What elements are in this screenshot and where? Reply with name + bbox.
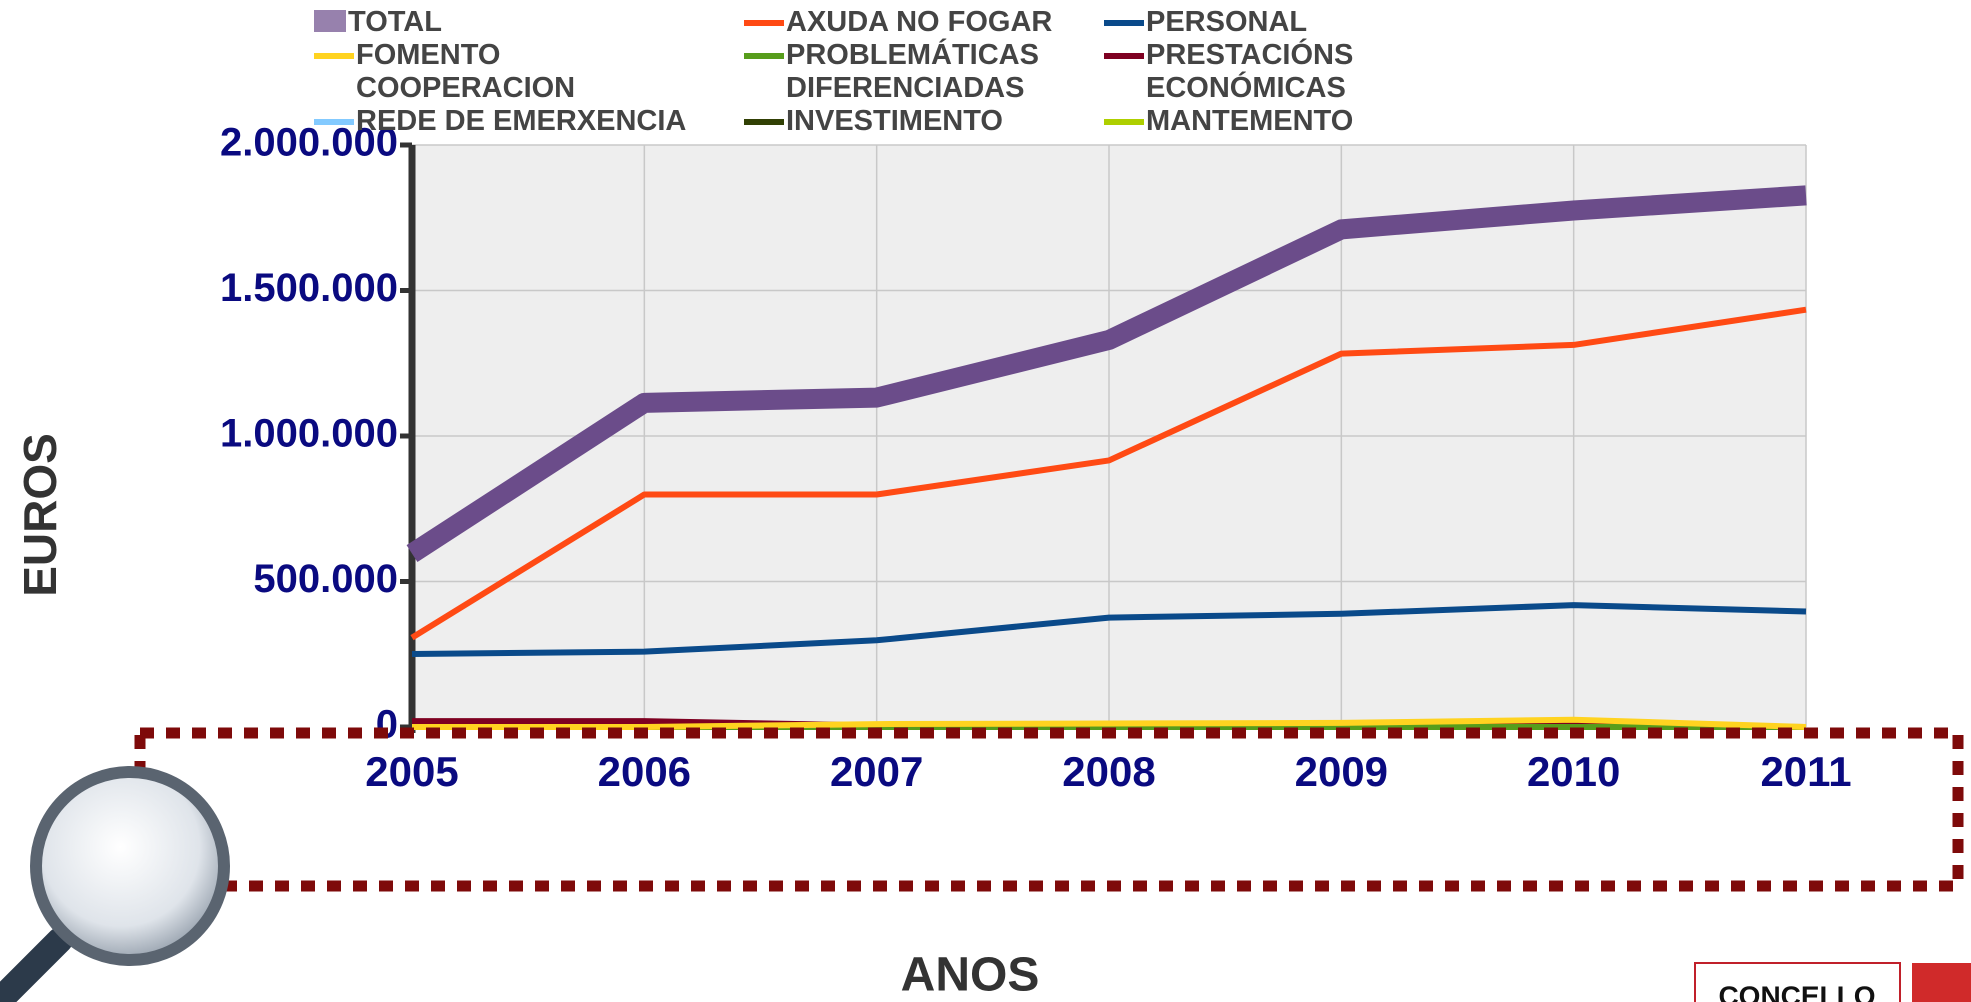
legend-item: MANTEMENTO (1104, 105, 1464, 138)
x-tick-label: 2008 (1062, 748, 1155, 795)
legend-swatch (314, 53, 354, 59)
y-tick-label: 1.000.000 (220, 412, 398, 456)
x-tick-label: 2005 (365, 748, 458, 795)
logo-emblem (1912, 963, 1971, 1002)
legend-item: PERSONAL (1104, 6, 1464, 39)
legend-swatch (1104, 119, 1144, 125)
legend-label: FOMENTO COOPERACION (356, 39, 576, 104)
x-tick-label: 2007 (830, 748, 923, 795)
y-tick-label: 1.500.000 (220, 266, 398, 310)
magnifier (0, 766, 230, 1002)
legend-label: PROBLEMÁTICAS DIFERENCIADAS (786, 39, 1039, 104)
legend-swatch (314, 10, 346, 32)
logo-text: CONCELLO (1718, 980, 1875, 1002)
legend-label: AXUDA NO FOGAR (786, 6, 1053, 38)
series-line (411, 602, 1807, 657)
logo-box (1694, 962, 1901, 1002)
lines (406, 185, 1807, 730)
legend-item: INVESTIMENTO (744, 105, 1104, 138)
legend-item: TOTAL (314, 6, 744, 39)
x-tick-label: 2006 (598, 748, 691, 795)
legend-swatch (744, 119, 784, 125)
legend-item: PRESTACIÓNS ECONÓMICAS (1104, 39, 1464, 105)
y-tick-label: 0 (376, 703, 398, 747)
x-axis-title: ANOS (901, 949, 1040, 1002)
legend-swatch (1104, 53, 1144, 59)
series-line (410, 306, 1807, 641)
legend: TOTAL AXUDA NO FOGAR PERSONAL FOMENTO COOPE… (314, 6, 1464, 138)
legend-swatch (744, 20, 784, 26)
y-axis-title: EUROS (14, 433, 66, 597)
y-tick-label: 500.000 (253, 557, 398, 601)
y-tick-label: 2.000.000 (220, 121, 398, 165)
legend-swatch (1104, 20, 1144, 26)
legend-label: PRESTACIÓNS ECONÓMICAS (1146, 39, 1354, 104)
legend-label: TOTAL (348, 6, 442, 38)
legend-swatch (744, 53, 784, 59)
x-tick-label: 2009 (1295, 748, 1388, 795)
legend-item: REDE DE EMERXENCIA (314, 105, 744, 138)
legend-label: MANTEMENTO (1146, 105, 1354, 137)
legend-item: FOMENTO COOPERACION (314, 39, 744, 105)
legend-swatch (314, 119, 354, 125)
legend-item: PROBLEMÁTICAS DIFERENCIADAS (744, 39, 1104, 105)
legend-item: AXUDA NO FOGAR (744, 6, 1104, 39)
legend-label: REDE DE EMERXENCIA (356, 105, 687, 137)
x-tick-label: 2011 (1760, 748, 1851, 795)
legend-label: INVESTIMENTO (786, 105, 1003, 137)
series-line (412, 716, 1807, 730)
x-tick-label: 2010 (1527, 748, 1620, 795)
grid: 0 500.000 1.000.000 1.500.000 2.000.000 2005 2… (220, 121, 1852, 796)
series-line (406, 185, 1807, 562)
legend-label: PERSONAL (1146, 6, 1308, 38)
